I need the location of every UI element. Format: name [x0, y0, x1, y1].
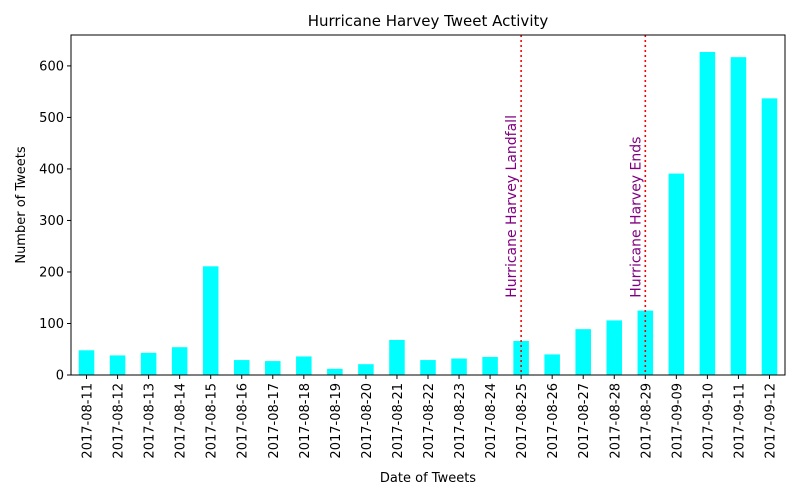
- x-tick-label: 2017-08-14: [174, 383, 189, 459]
- bar: [327, 368, 343, 375]
- x-tick-label: 2017-08-27: [577, 383, 592, 459]
- plot-area: Hurricane Harvey Landfall Hurricane Harve…: [39, 34, 786, 459]
- bar: [637, 310, 654, 375]
- bar: [202, 266, 219, 375]
- x-tick-label: 2017-08-25: [515, 383, 530, 459]
- x-tick-label: 2017-09-09: [670, 383, 685, 459]
- annotation-label: Hurricane Harvey Ends: [628, 137, 644, 298]
- x-tick-label: 2017-08-15: [205, 383, 220, 459]
- x-tick-label: 2017-08-18: [298, 383, 313, 459]
- bar: [171, 347, 188, 375]
- x-tick-label: 2017-08-19: [329, 383, 344, 459]
- bar: [109, 355, 126, 375]
- x-tick-label: 2017-08-29: [639, 383, 654, 459]
- x-tick-label: 2017-08-26: [546, 383, 561, 459]
- y-tick-label: 0: [56, 369, 64, 384]
- bar: [233, 360, 250, 375]
- bar: [296, 356, 312, 375]
- bar: [668, 173, 685, 375]
- x-tick-label: 2017-08-28: [608, 383, 623, 459]
- x-tick-label: 2017-08-22: [422, 383, 437, 459]
- x-axis-title: Date of Tweets: [380, 471, 476, 486]
- x-tick-label: 2017-08-20: [360, 383, 375, 459]
- bar: [544, 354, 560, 375]
- bar: [730, 57, 747, 375]
- x-tick-label: 2017-08-24: [484, 383, 499, 459]
- x-tick-label: 2017-08-11: [81, 383, 96, 459]
- y-tick-label: 100: [39, 317, 64, 332]
- bar: [606, 320, 623, 375]
- bar: [389, 339, 405, 375]
- y-tick-label: 300: [39, 214, 64, 229]
- y-tick-label: 400: [39, 162, 64, 177]
- bar: [761, 98, 778, 375]
- x-tick-label: 2017-08-21: [391, 383, 406, 459]
- chart-title: Hurricane Harvey Tweet Activity: [308, 12, 549, 30]
- bar: [575, 329, 591, 375]
- bar: [78, 350, 95, 375]
- bar: [358, 364, 374, 375]
- y-tick-label: 200: [39, 265, 64, 280]
- bar: [265, 361, 281, 375]
- bar: [140, 352, 157, 375]
- bar: [451, 358, 467, 375]
- x-tick-label: 2017-09-10: [701, 383, 716, 459]
- y-tick-label: 500: [39, 111, 64, 126]
- x-tick-label: 2017-08-16: [236, 383, 251, 459]
- x-tick-label: 2017-08-13: [143, 383, 158, 459]
- y-tick-label: 600: [39, 59, 64, 74]
- bar: [699, 52, 716, 375]
- x-tick-label: 2017-09-11: [732, 383, 747, 459]
- bar: [513, 341, 529, 375]
- bar: [420, 360, 436, 375]
- x-tick-label: 2017-08-17: [267, 383, 282, 459]
- x-tick-label: 2017-08-12: [112, 383, 127, 459]
- annotation-label: Hurricane Harvey Landfall: [504, 115, 520, 298]
- bar: [482, 356, 498, 375]
- y-axis-title: Number of Tweets: [14, 146, 29, 264]
- x-tick-label: 2017-08-23: [453, 383, 468, 459]
- x-tick-label: 2017-09-12: [763, 383, 778, 459]
